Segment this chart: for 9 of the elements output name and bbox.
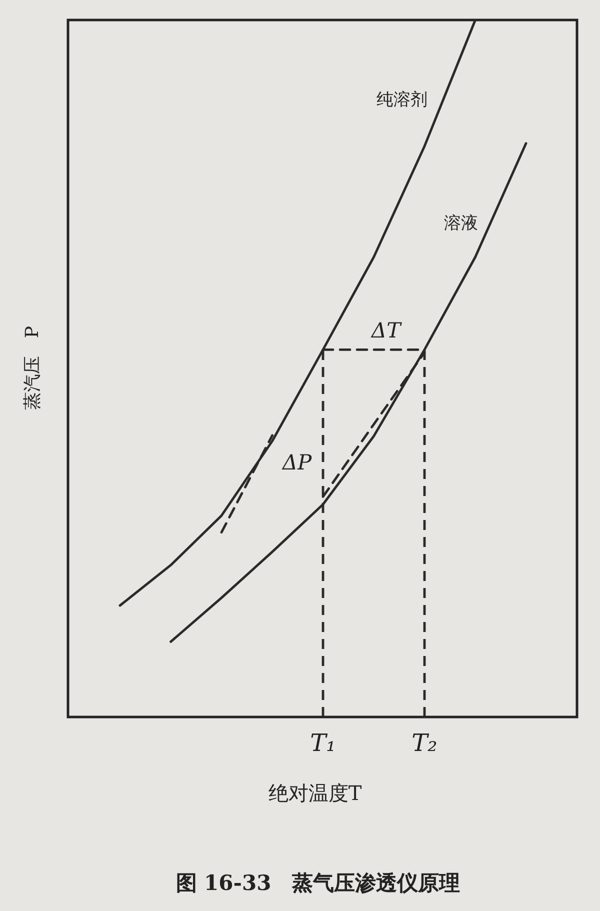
- text: 图 16-33 蒸气压渗透仪原理: [176, 870, 460, 895]
- x-axis-title: 绝对温度T: [268, 781, 362, 805]
- annotation: ΔP: [281, 450, 313, 475]
- series-label: 溶液: [444, 213, 478, 232]
- x-tick-label: T₁: [310, 729, 336, 757]
- series-label: 纯溶剂: [376, 90, 428, 109]
- x-tick-label: T₂: [412, 729, 438, 757]
- annotation: ΔT: [370, 318, 403, 343]
- y-axis-title: 蒸汽压 P: [22, 326, 43, 410]
